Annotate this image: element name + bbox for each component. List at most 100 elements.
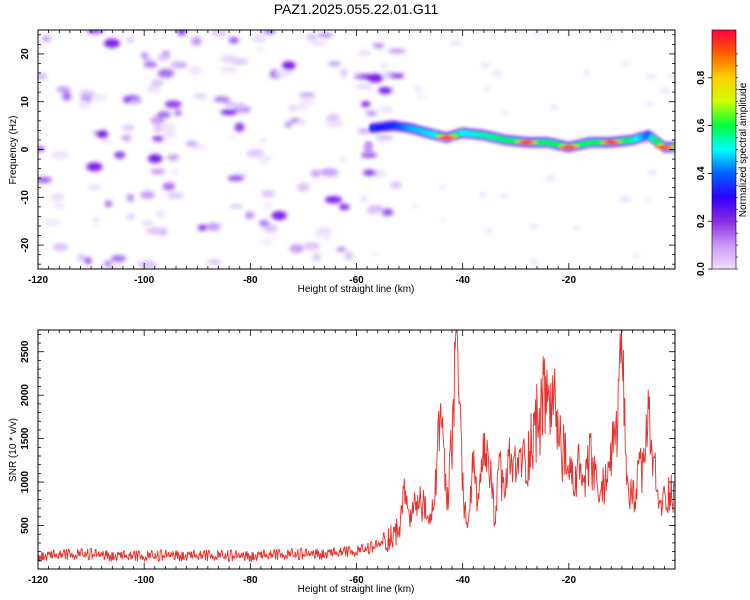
- noise-blob: [260, 238, 274, 246]
- noise-blob: [92, 216, 100, 225]
- noise-blob: [529, 224, 538, 230]
- noise-blob: [298, 119, 307, 126]
- noise-blob: [261, 190, 275, 198]
- noise-blob: [313, 231, 332, 239]
- noise-blob: [126, 194, 134, 202]
- noise-blob: [141, 52, 148, 59]
- noise-blob: [316, 228, 333, 233]
- spectrogram-ytick-label: 10: [20, 96, 31, 108]
- noise-blob: [157, 69, 175, 78]
- ridge-peak-center: [605, 140, 618, 144]
- noise-blob: [86, 30, 104, 34]
- noise-blob: [361, 101, 371, 107]
- snr-xtick-label: -120: [28, 575, 48, 586]
- noise-blob: [101, 139, 112, 145]
- noise-blob: [413, 203, 418, 209]
- snr-axes: -120 -100 -80 -60 -40 -20 500 1000 1500 2000 2500: [20, 329, 676, 586]
- noise-blob: [167, 154, 180, 161]
- noise-blob: [259, 220, 270, 226]
- noise-blob: [389, 73, 404, 79]
- noise-blob: [480, 62, 490, 68]
- noise-blob: [141, 220, 154, 226]
- noise-blob: [43, 218, 61, 227]
- noise-blob: [258, 155, 273, 161]
- noise-blob: [156, 54, 170, 61]
- spectrogram-xtick-label: -100: [134, 275, 154, 286]
- noise-blob: [196, 95, 207, 101]
- noise-blob: [54, 203, 66, 209]
- ridge-peak-center: [658, 145, 671, 149]
- spectrogram-ytick-label: -10: [20, 190, 31, 205]
- noise-blob: [340, 68, 348, 78]
- ridge-peak-center: [562, 145, 575, 149]
- noise-blob: [185, 141, 198, 146]
- noise-blob: [137, 260, 156, 269]
- noise-blob: [177, 30, 187, 36]
- noise-blob: [153, 125, 162, 133]
- noise-blob: [438, 184, 445, 190]
- noise-blob: [632, 253, 641, 258]
- noise-blob: [244, 211, 255, 220]
- noise-blob: [52, 243, 68, 251]
- noise-blob: [143, 62, 158, 68]
- noise-blob: [645, 74, 658, 79]
- noise-blob: [604, 35, 612, 40]
- noise-blob: [264, 30, 276, 35]
- colorbar: 0.0 0.2 0.4 0.6 0.8 Normalized spectral ampl…: [696, 29, 749, 276]
- noise-blob: [484, 86, 490, 92]
- noise-blob: [191, 36, 202, 46]
- colorbar-tick-label: 0.6: [696, 118, 707, 132]
- spectrogram-ylabel: Frequency (Hz): [8, 116, 19, 185]
- noise-blob: [87, 184, 101, 191]
- noise-blob: [365, 110, 378, 117]
- noise-blob: [104, 38, 120, 48]
- noise-blob: [51, 150, 69, 160]
- noise-blob: [114, 151, 126, 159]
- noise-blob: [667, 73, 675, 79]
- spectrogram-ytick-label: 20: [20, 48, 31, 60]
- noise-blob: [659, 88, 671, 93]
- noise-blob: [339, 204, 350, 210]
- noise-blob: [621, 61, 631, 67]
- noise-blob: [171, 168, 179, 175]
- noise-blob: [229, 134, 238, 141]
- ridge-peak-center: [520, 140, 533, 144]
- noise-blob: [260, 161, 268, 167]
- noise-blob: [206, 222, 221, 231]
- noise-blob: [263, 224, 278, 233]
- snr-xtick-label: -40: [455, 575, 470, 586]
- noise-blob: [162, 182, 176, 191]
- noise-blob: [361, 152, 377, 158]
- spectrogram-xtick-label: -40: [455, 275, 470, 286]
- noise-blob: [84, 257, 92, 264]
- noise-blob: [146, 84, 160, 94]
- noise-blob: [148, 154, 163, 163]
- noise-blob: [317, 32, 333, 38]
- noise-blob: [38, 176, 52, 183]
- noise-blob: [284, 121, 293, 128]
- noise-blob: [647, 170, 658, 176]
- snr-xtick-label: -60: [349, 575, 364, 586]
- noise-blob: [355, 84, 373, 89]
- noise-blob: [325, 196, 342, 204]
- colorbar-scale: [712, 30, 736, 269]
- snr-ytick-label: 1000: [20, 471, 31, 494]
- noise-blob: [297, 183, 310, 192]
- noise-blob: [371, 251, 380, 256]
- noise-blob: [304, 242, 320, 250]
- noise-blob: [146, 227, 164, 235]
- noise-blob: [127, 37, 134, 44]
- snr-xtick-label: -20: [562, 575, 577, 586]
- noise-blob: [357, 128, 373, 134]
- spectrogram-xtick-label: -20: [562, 275, 577, 286]
- noise-blob: [50, 192, 65, 202]
- noise-blob: [414, 87, 423, 92]
- noise-blob: [150, 116, 164, 125]
- noise-blob: [234, 122, 245, 132]
- noise-blob: [167, 192, 184, 199]
- noise-blob: [38, 73, 48, 80]
- noise-blob: [282, 61, 296, 70]
- noise-blob: [275, 70, 293, 77]
- noise-blob: [172, 61, 182, 67]
